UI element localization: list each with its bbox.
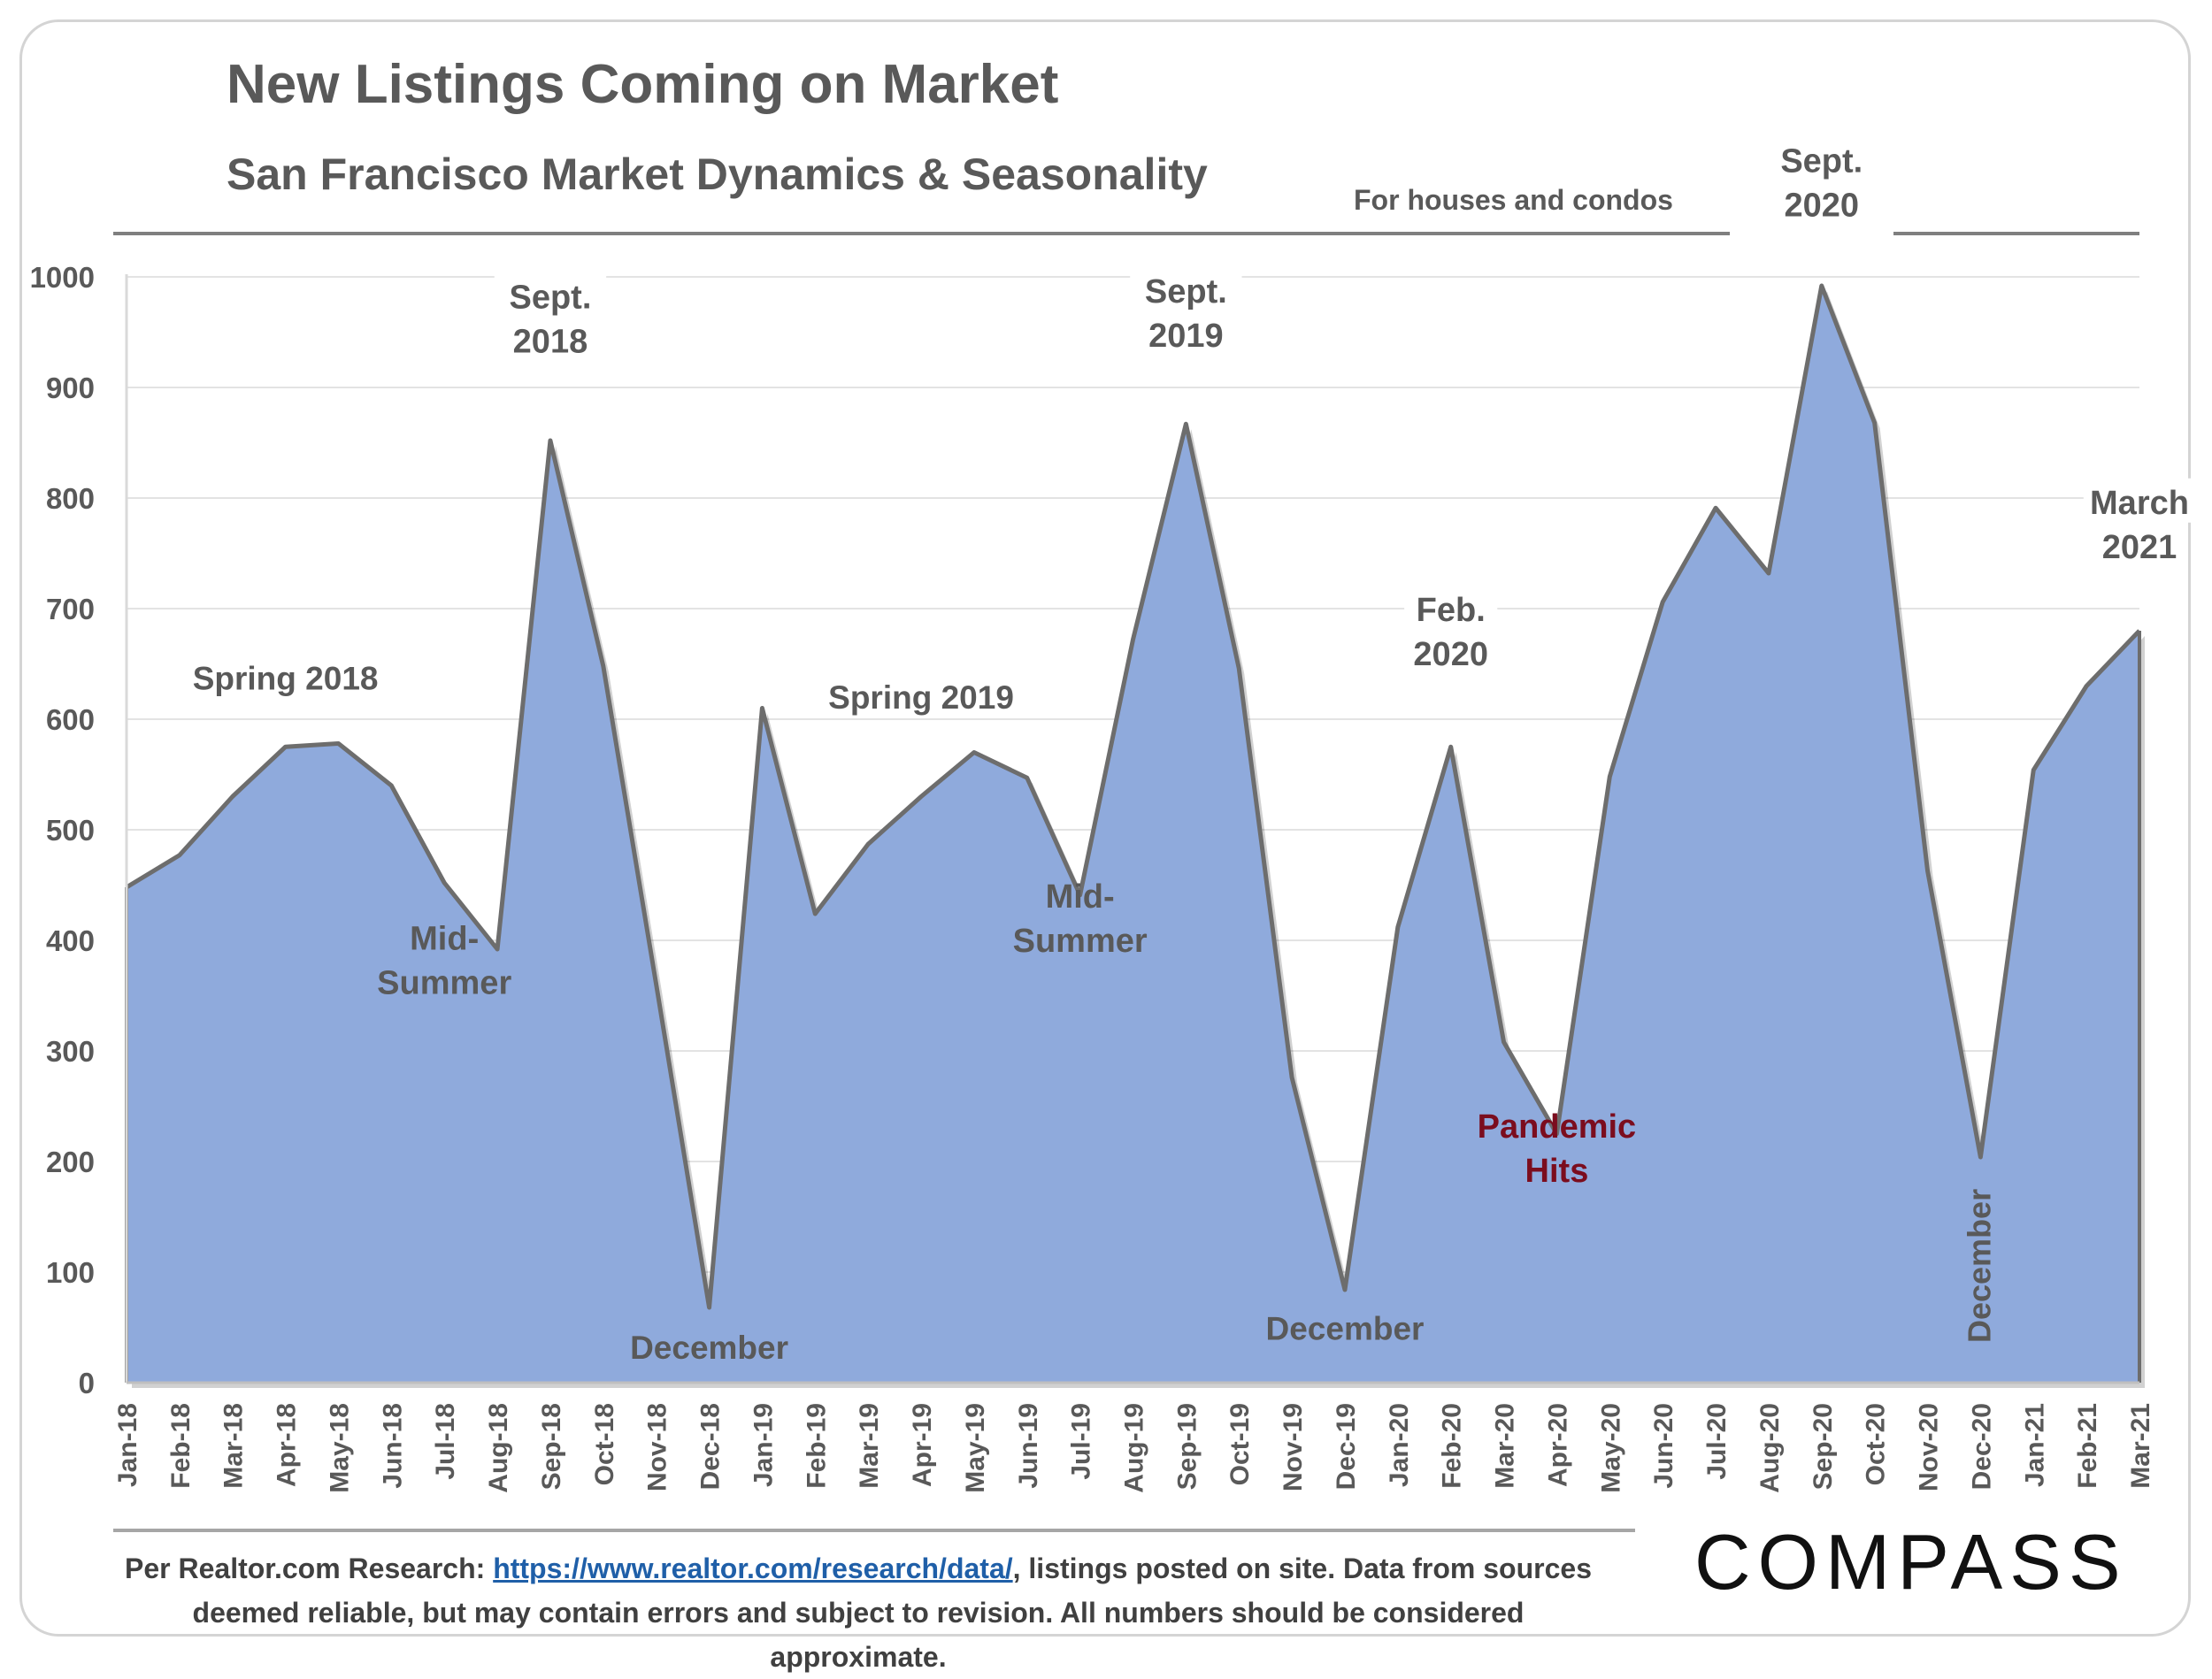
annotation-label: Pandemic xyxy=(1478,1108,1637,1146)
y-tick-label: 900 xyxy=(46,372,95,404)
footer-prefix: Per Realtor.com Research: xyxy=(125,1552,494,1584)
x-tick-label: Apr-20 xyxy=(1543,1403,1572,1487)
x-tick-label: Apr-18 xyxy=(273,1403,302,1487)
annotation-label: 2020 xyxy=(1413,636,1488,673)
x-tick-label: Dec-20 xyxy=(1967,1403,1996,1490)
annotation-label: Sept. xyxy=(1780,143,1863,180)
x-tick-label: Jul-18 xyxy=(431,1403,460,1480)
x-tick-label: Feb-18 xyxy=(166,1403,196,1489)
chart-subtitle: San Francisco Market Dynamics & Seasonal… xyxy=(227,150,1208,199)
y-tick-label: 700 xyxy=(46,593,95,625)
annotation-label: Feb. xyxy=(1417,592,1486,629)
annotation-label: 2018 xyxy=(513,323,588,360)
y-tick-label: 1000 xyxy=(30,261,95,294)
compass-logo: COMPASS xyxy=(1694,1518,2128,1606)
x-tick-label: Oct-19 xyxy=(1225,1403,1255,1485)
annotation-label: 2020 xyxy=(1785,188,1860,225)
annotation-backdrop xyxy=(811,673,1031,717)
annotation-backdrop xyxy=(1775,180,1869,226)
x-tick-label: Jul-19 xyxy=(1067,1403,1096,1480)
y-tick-label: 100 xyxy=(46,1256,95,1289)
x-tick-label: May-18 xyxy=(325,1403,354,1493)
annotation-backdrop xyxy=(1139,311,1233,356)
annotation-label: Spring 2019 xyxy=(828,679,1014,716)
y-tick-label: 200 xyxy=(46,1146,95,1178)
y-tick-label: 300 xyxy=(46,1035,95,1068)
x-tick-label: Jan-18 xyxy=(113,1403,142,1487)
x-tick-label: Mar-20 xyxy=(1491,1403,1520,1489)
annotation-label: March xyxy=(2090,485,2189,522)
annotation-label: Summer xyxy=(377,964,511,1001)
annotation-backdrop xyxy=(1765,136,1878,181)
x-tick-label: Sep-18 xyxy=(537,1403,566,1490)
x-tick-label: Apr-19 xyxy=(908,1403,937,1487)
x-tick-label: Mar-18 xyxy=(219,1403,249,1489)
chart-title: New Listings Coming on Market xyxy=(227,54,1059,115)
annotation-label: Sept. xyxy=(509,279,591,316)
x-tick-label: Oct-18 xyxy=(590,1403,619,1485)
source-footer: Per Realtor.com Research: https://www.re… xyxy=(106,1546,1610,1679)
x-tick-label: Mar-19 xyxy=(855,1403,884,1489)
x-tick-label: Jan-21 xyxy=(2020,1403,2049,1487)
annotation-backdrop xyxy=(2093,522,2186,567)
annotation-label: 2021 xyxy=(2102,529,2177,566)
annotation-backdrop xyxy=(494,272,607,318)
annotation-backdrop xyxy=(175,655,396,699)
y-tick-label: 500 xyxy=(46,814,95,847)
source-link[interactable]: https://www.realtor.com/research/data/ xyxy=(493,1552,1013,1584)
annotation-backdrop xyxy=(1404,630,1498,674)
x-tick-label: Nov-18 xyxy=(643,1403,672,1491)
annotation-label: December xyxy=(1961,1189,1997,1343)
x-tick-label: Dec-18 xyxy=(696,1403,726,1490)
annotation-label: 2019 xyxy=(1148,318,1224,355)
x-tick-label: Dec-19 xyxy=(1332,1403,1361,1490)
x-tick-label: Jun-19 xyxy=(1014,1403,1043,1489)
annotation-label: Sept. xyxy=(1145,273,1227,310)
annotation-label: Spring 2018 xyxy=(193,661,379,697)
annotation-label: December xyxy=(630,1330,788,1366)
x-tick-label: Aug-19 xyxy=(1120,1403,1149,1493)
x-tick-label: May-19 xyxy=(961,1403,990,1493)
annotation-label: Mid- xyxy=(410,920,479,957)
annotation-backdrop xyxy=(2083,478,2196,523)
x-tick-label: Aug-18 xyxy=(484,1403,513,1493)
x-tick-label: Jan-19 xyxy=(749,1403,778,1487)
x-tick-label: Mar-21 xyxy=(2126,1403,2155,1489)
footer-suffix: , listings posted on site. Data from sou… xyxy=(1012,1552,1592,1584)
area-fill xyxy=(127,286,2139,1383)
x-tick-label: Nov-20 xyxy=(1915,1403,1944,1491)
y-tick-label: 600 xyxy=(46,703,95,736)
footer-line2: deemed reliable, but may contain errors … xyxy=(192,1597,1525,1673)
x-tick-label: May-20 xyxy=(1596,1403,1625,1493)
annotation-label: December xyxy=(1266,1311,1425,1347)
annotation-backdrop xyxy=(1130,267,1242,311)
annotation-backdrop xyxy=(1404,586,1498,630)
x-tick-label: Sep-19 xyxy=(1172,1403,1202,1490)
annotation-label: Mid- xyxy=(1046,878,1115,916)
x-tick-label: Jul-20 xyxy=(1702,1403,1732,1480)
annotation-backdrop xyxy=(503,317,597,362)
x-tick-label: Feb-20 xyxy=(1438,1403,1467,1489)
x-tick-label: Jun-20 xyxy=(1649,1403,1678,1489)
chart-note: For houses and condos xyxy=(1354,184,1673,216)
annotation-label: Hits xyxy=(1525,1153,1589,1190)
x-tick-label: Oct-20 xyxy=(1862,1403,1891,1485)
annotation-label: Summer xyxy=(1013,923,1148,960)
y-tick-label: 800 xyxy=(46,482,95,515)
x-tick-label: Jun-18 xyxy=(378,1403,407,1489)
y-tick-label: 0 xyxy=(79,1367,95,1399)
x-tick-label: Sep-20 xyxy=(1809,1403,1838,1490)
x-tick-label: Feb-19 xyxy=(802,1403,831,1489)
x-tick-label: Nov-19 xyxy=(1279,1403,1308,1491)
area-outline xyxy=(125,283,2141,1310)
x-tick-label: Feb-21 xyxy=(2073,1403,2102,1489)
x-tick-label: Jan-20 xyxy=(1385,1403,1414,1487)
x-tick-label: Aug-20 xyxy=(1755,1403,1785,1493)
y-tick-label: 400 xyxy=(46,924,95,957)
